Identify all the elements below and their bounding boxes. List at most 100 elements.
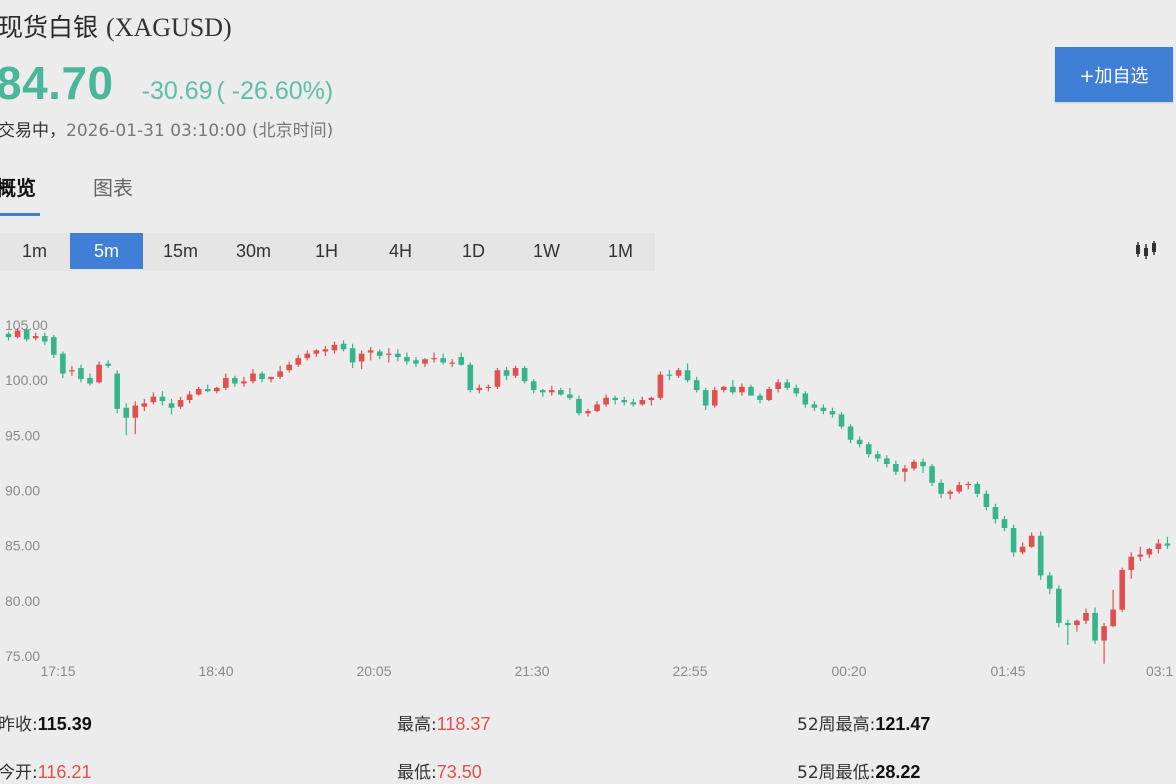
candle xyxy=(829,407,836,418)
trading-status: 交易中，2026-01-31 03:10:00 (北京时间) xyxy=(0,116,333,141)
low52-value: 28.22 xyxy=(875,762,921,782)
candle xyxy=(5,331,12,341)
candle xyxy=(1155,539,1162,554)
interval-15m[interactable]: 15m xyxy=(162,240,198,261)
candle xyxy=(331,341,338,354)
interval-1d[interactable]: 1D xyxy=(461,240,485,261)
candle xyxy=(123,403,130,436)
interval-1mo[interactable]: 1M xyxy=(607,240,633,261)
candle xyxy=(920,458,926,473)
candle xyxy=(367,347,374,361)
open-label: 今开: xyxy=(0,763,38,783)
candle xyxy=(711,386,718,408)
candle xyxy=(150,392,157,405)
candle xyxy=(693,376,700,393)
prev-close-value: 115.39 xyxy=(37,714,92,734)
high-label: 最高: xyxy=(397,715,437,735)
candle xyxy=(503,366,510,381)
stat-open: 今开:116.21 xyxy=(0,758,91,783)
candle xyxy=(467,362,474,393)
add-watchlist-button[interactable]: +加自选 xyxy=(1055,47,1173,102)
candle xyxy=(956,481,963,494)
change-percent: ( -26.60%) xyxy=(216,77,334,105)
candle xyxy=(1019,542,1026,555)
candle xyxy=(748,384,754,396)
candle xyxy=(268,376,274,383)
candle xyxy=(1164,536,1171,549)
candle xyxy=(295,354,302,367)
stat-prev-close: 昨收:115.39 xyxy=(0,710,92,735)
instrument-title: 现货白银 (XAGUSD) xyxy=(0,8,232,44)
candle xyxy=(23,328,30,342)
candle xyxy=(893,460,899,476)
candle xyxy=(648,396,655,406)
low52-label: 52周最低: xyxy=(797,763,876,783)
interval-1h[interactable]: 1H xyxy=(314,240,338,261)
candle xyxy=(349,343,356,369)
candle xyxy=(14,328,21,339)
candle xyxy=(32,332,39,341)
y-tick-label: 90.00 xyxy=(5,483,40,499)
change-value: -30.69 xyxy=(141,77,213,105)
candle xyxy=(902,465,908,482)
candle xyxy=(521,365,528,384)
candle xyxy=(548,385,555,396)
candle xyxy=(739,383,745,396)
candle xyxy=(458,352,465,366)
candle xyxy=(639,396,646,406)
candle xyxy=(567,387,573,401)
interval-30m[interactable]: 30m xyxy=(235,240,271,261)
candle xyxy=(874,450,881,462)
candle xyxy=(440,353,446,365)
y-tick-label: 95.00 xyxy=(5,427,40,443)
y-tick-label: 105.00 xyxy=(5,317,48,333)
candle xyxy=(96,361,102,384)
candle xyxy=(938,479,944,499)
candle xyxy=(1074,619,1080,632)
tab-overview[interactable]: 概览 xyxy=(0,172,40,216)
candle xyxy=(802,391,809,408)
candle xyxy=(929,464,935,487)
stats-panel: 昨收:115.39 最高:118.37 52周最高:121.47 今开:116.… xyxy=(0,700,1176,784)
candle xyxy=(1101,622,1107,664)
candle xyxy=(1128,552,1135,579)
candle xyxy=(340,340,347,352)
candle xyxy=(1056,585,1062,628)
candle xyxy=(847,424,854,444)
candle xyxy=(41,332,48,345)
candle xyxy=(232,375,238,387)
x-tick-label: 21:30 xyxy=(514,663,549,679)
price-chart[interactable]: 105.00 100.00 95.00 90.00 85.00 80.00 75.00 17… xyxy=(0,300,1176,685)
candle xyxy=(666,370,673,381)
tab-chart[interactable]: 图表 xyxy=(93,176,133,200)
low-value: 73.50 xyxy=(436,762,482,782)
candle xyxy=(675,368,682,378)
candle xyxy=(241,376,247,387)
interval-1m[interactable]: 1m xyxy=(21,240,47,261)
candle xyxy=(114,370,120,414)
candle xyxy=(911,459,917,471)
candlestick-icon[interactable] xyxy=(1133,240,1161,260)
candle xyxy=(1092,607,1098,644)
candle xyxy=(87,373,93,386)
candle xyxy=(1065,619,1071,645)
candle xyxy=(259,371,265,383)
candle xyxy=(856,436,863,448)
candle xyxy=(204,384,211,393)
interval-4h[interactable]: 4H xyxy=(388,240,412,261)
candle xyxy=(1001,515,1008,532)
candle xyxy=(69,365,75,376)
interval-5m[interactable]: 5m xyxy=(70,233,143,269)
candle xyxy=(594,401,600,413)
candle xyxy=(195,386,202,396)
candle xyxy=(576,395,582,416)
candle xyxy=(168,398,175,415)
candle xyxy=(684,363,691,383)
candle xyxy=(558,387,564,396)
interval-1w[interactable]: 1W xyxy=(533,240,560,261)
candle xyxy=(784,379,791,391)
y-tick-label: 85.00 xyxy=(5,538,40,554)
x-tick-label: 18:40 xyxy=(198,663,233,679)
candle xyxy=(983,490,990,511)
candle xyxy=(757,393,763,404)
